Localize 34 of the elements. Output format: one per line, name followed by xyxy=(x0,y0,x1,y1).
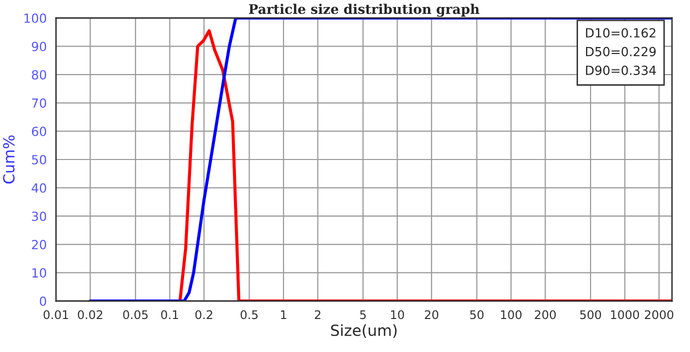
y-tick-label: 100 xyxy=(24,13,46,23)
x-tick-label: 200 xyxy=(534,310,556,320)
annotation: D50=0.229 xyxy=(586,46,656,56)
x-tick-label: 1 xyxy=(281,310,286,319)
chart-title: Particle size distribution graph xyxy=(248,4,480,17)
x-tick-label: 2 xyxy=(314,310,320,319)
y-tick-label: 70 xyxy=(32,98,46,108)
x-tick-label: 100 xyxy=(501,310,522,320)
x-tick-label: 0.05 xyxy=(123,310,148,320)
y-tick-label: 10 xyxy=(32,268,46,278)
annotation: D90=0.334 xyxy=(586,66,656,76)
y-axis-title: Cum% xyxy=(3,135,15,184)
x-axis-title: Size(um) xyxy=(331,324,397,338)
y-tick-label: 50 xyxy=(32,154,46,164)
y-tick-label: 40 xyxy=(32,183,46,193)
x-tick-label: 1000 xyxy=(611,310,640,320)
x-tick-label: 2000 xyxy=(644,310,674,320)
annotation: D10=0.162 xyxy=(586,28,656,38)
x-tick-label: 5 xyxy=(360,310,366,320)
x-tick-label: 0.01 xyxy=(44,310,68,320)
x-tick-label: 50 xyxy=(470,310,484,320)
y-tick-label: 80 xyxy=(32,70,46,80)
y-tick-label: 60 xyxy=(32,126,46,136)
x-tick-label: 10 xyxy=(391,310,404,320)
x-tick-label: 0.1 xyxy=(161,310,178,320)
y-tick-label: 20 xyxy=(32,240,46,250)
x-tick-label: 500 xyxy=(580,310,602,320)
x-tick-label: 0.2 xyxy=(195,310,212,320)
x-tick-label: 20 xyxy=(424,310,438,320)
x-tick-label: 0.5 xyxy=(240,310,258,320)
y-tick-label: 0 xyxy=(40,296,46,306)
y-tick-label: 30 xyxy=(32,212,46,222)
y-tick-label: 90 xyxy=(32,42,46,52)
x-tick-label: 0.02 xyxy=(78,310,102,320)
